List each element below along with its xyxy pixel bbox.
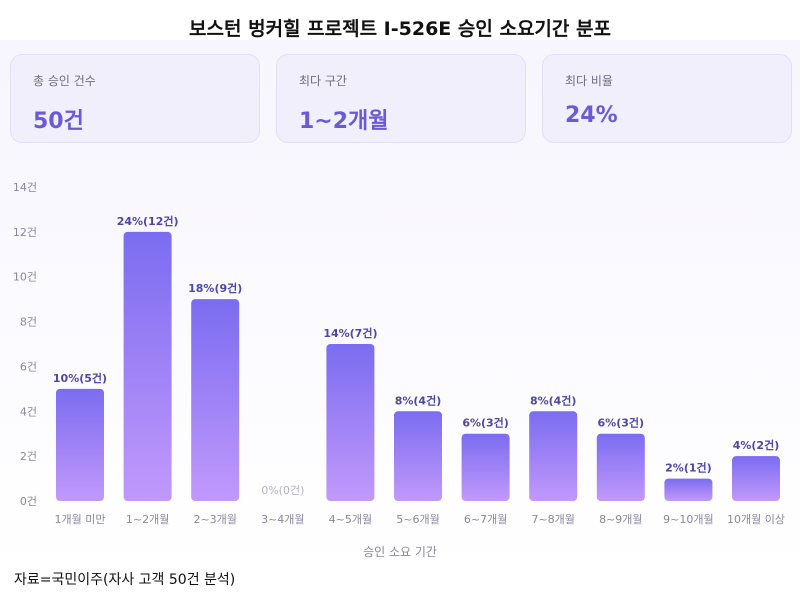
y-tick-label: 4건 [20,405,37,418]
x-tick-label: 2~3개월 [193,513,236,526]
data-label: 24%(12건) [117,214,179,228]
bar [461,433,510,501]
x-tick-label: 10개월 이상 [727,513,785,526]
y-tick-label: 8건 [20,316,37,329]
x-tick-label: 3~4개월 [261,513,304,526]
x-tick-label: 9~10개월 [663,513,713,526]
y-tick-label: 14건 [13,181,37,194]
data-label: 8%(4건) [395,393,442,407]
data-label: 8%(4건) [530,393,577,407]
data-label: 6%(3건) [462,416,509,430]
bar-chart: 0건 2건 4건 6건 8건 10건 12건 14건 10%(5건) 24%(12건) 18%(9… [13,181,785,559]
stat-card-total: 총 승인 건수 50건 [10,54,260,143]
bar [56,388,104,501]
x-tick-label: 8~9개월 [599,513,642,526]
chart-title: 보스턴 벙커힐 프로젝트 I-526E 승인 소요기간 분포 [189,18,611,40]
bar [732,456,780,501]
y-axis: 0건 2건 4건 6건 8건 10건 12건 14건 [13,181,37,508]
y-tick-label: 0건 [20,495,37,508]
data-label: 6%(3건) [598,416,645,430]
data-label: 2%(1건) [665,461,712,475]
bar [664,478,713,501]
stat-value-total: 50건 [33,109,84,134]
stat-label-top-range: 최다 구간 [299,74,347,88]
stat-card-top-range: 최다 구간 1~2개월 [276,54,526,143]
y-tick-label: 2건 [20,450,37,463]
x-tick-label: 1개월 미만 [55,513,106,526]
data-label: 10%(5건) [53,371,107,385]
stat-card-top-share: 최다 비율 24% [542,54,792,143]
x-tick-label: 6~7개월 [464,513,507,526]
bar [529,411,578,501]
y-tick-label: 6건 [20,360,37,373]
x-tick-label: 7~8개월 [531,513,574,526]
data-label: 14%(7건) [323,326,377,340]
bar [596,433,645,501]
stat-label-top-share: 최다 비율 [565,74,613,88]
y-tick-label: 10건 [13,271,37,284]
x-tick-label: 1~2개월 [126,513,169,526]
x-tick-label: 5~6개월 [396,513,439,526]
bar [394,411,442,501]
bar [123,231,172,501]
stat-value-top-range: 1~2개월 [299,109,389,134]
x-axis: 1개월 미만 1~2개월 2~3개월 3~4개월 4~5개월 5~6개월 6~7개월 7~8개… [55,513,785,526]
bar [326,344,375,501]
bar-series: 10%(5건) 24%(12건) 18%(9건) 0%(0건) 14%(7건) 8%(4건… [53,214,780,501]
stat-value-top-share: 24% [565,103,618,128]
x-tick-label: 4~5개월 [329,513,372,526]
stat-label-total: 총 승인 건수 [33,74,96,88]
source-note: 자료=국민이주(자사 고객 50건 분석) [14,572,236,588]
bar [191,299,240,501]
y-tick-label: 12건 [13,226,37,239]
x-axis-title: 승인 소요 기간 [363,545,437,559]
data-label: 18%(9건) [188,281,242,295]
data-label: 4%(2건) [733,438,780,452]
data-label: 0%(0건) [261,484,304,497]
